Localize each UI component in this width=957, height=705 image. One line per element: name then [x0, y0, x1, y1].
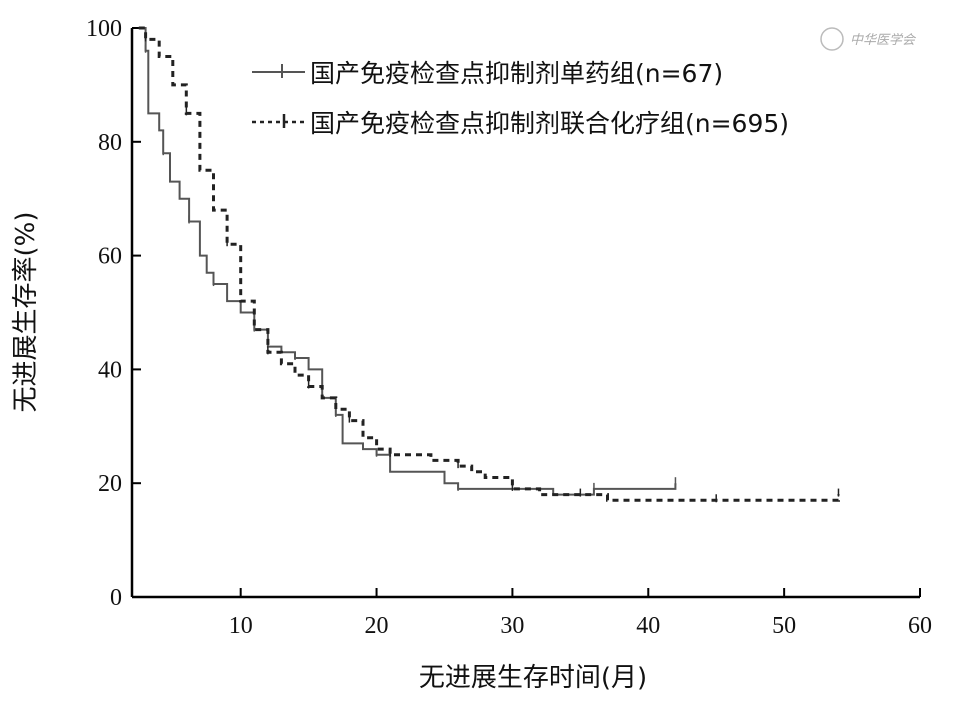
y-ticks: 0 20 40 60 80 100: [86, 16, 141, 611]
x-tick-label: 30: [500, 613, 524, 639]
y-tick-label: 80: [98, 130, 122, 156]
x-tick-label: 50: [772, 613, 796, 639]
x-tick-label: 40: [636, 613, 660, 639]
axes: [130, 28, 920, 599]
y-tick-label: 100: [86, 16, 122, 42]
x-axis-title: 无进展生存时间(月): [419, 663, 647, 693]
watermark-text: 中华医学会: [850, 32, 917, 48]
series-line-1: [138, 26, 840, 502]
watermark: 中华医学会: [820, 27, 917, 51]
y-tick-label: 0: [110, 585, 122, 611]
legend-label-combination: 国产免疫检查点抑制剂联合化疗组(n=695): [310, 109, 789, 138]
watermark-seal-icon: [820, 27, 844, 51]
x-tick-label: 20: [365, 613, 389, 639]
legend-label-monotherapy: 国产免疫检查点抑制剂单药组(n=67): [310, 59, 723, 88]
y-tick-label: 60: [98, 244, 122, 270]
y-tick-label: 40: [98, 357, 122, 383]
y-tick-label: 20: [98, 471, 122, 497]
x-tick-label: 10: [229, 613, 253, 639]
y-axis-title: 无进展生存率(%): [11, 212, 41, 413]
series-line-0: [138, 27, 677, 496]
series-lines: [138, 26, 840, 503]
x-ticks: 10 20 30 40 50 60: [229, 588, 932, 639]
x-tick-label: 60: [908, 613, 932, 639]
legend: 国产免疫检查点抑制剂单药组(n=67) 国产免疫检查点抑制剂联合化疗组(n=69…: [252, 59, 789, 138]
